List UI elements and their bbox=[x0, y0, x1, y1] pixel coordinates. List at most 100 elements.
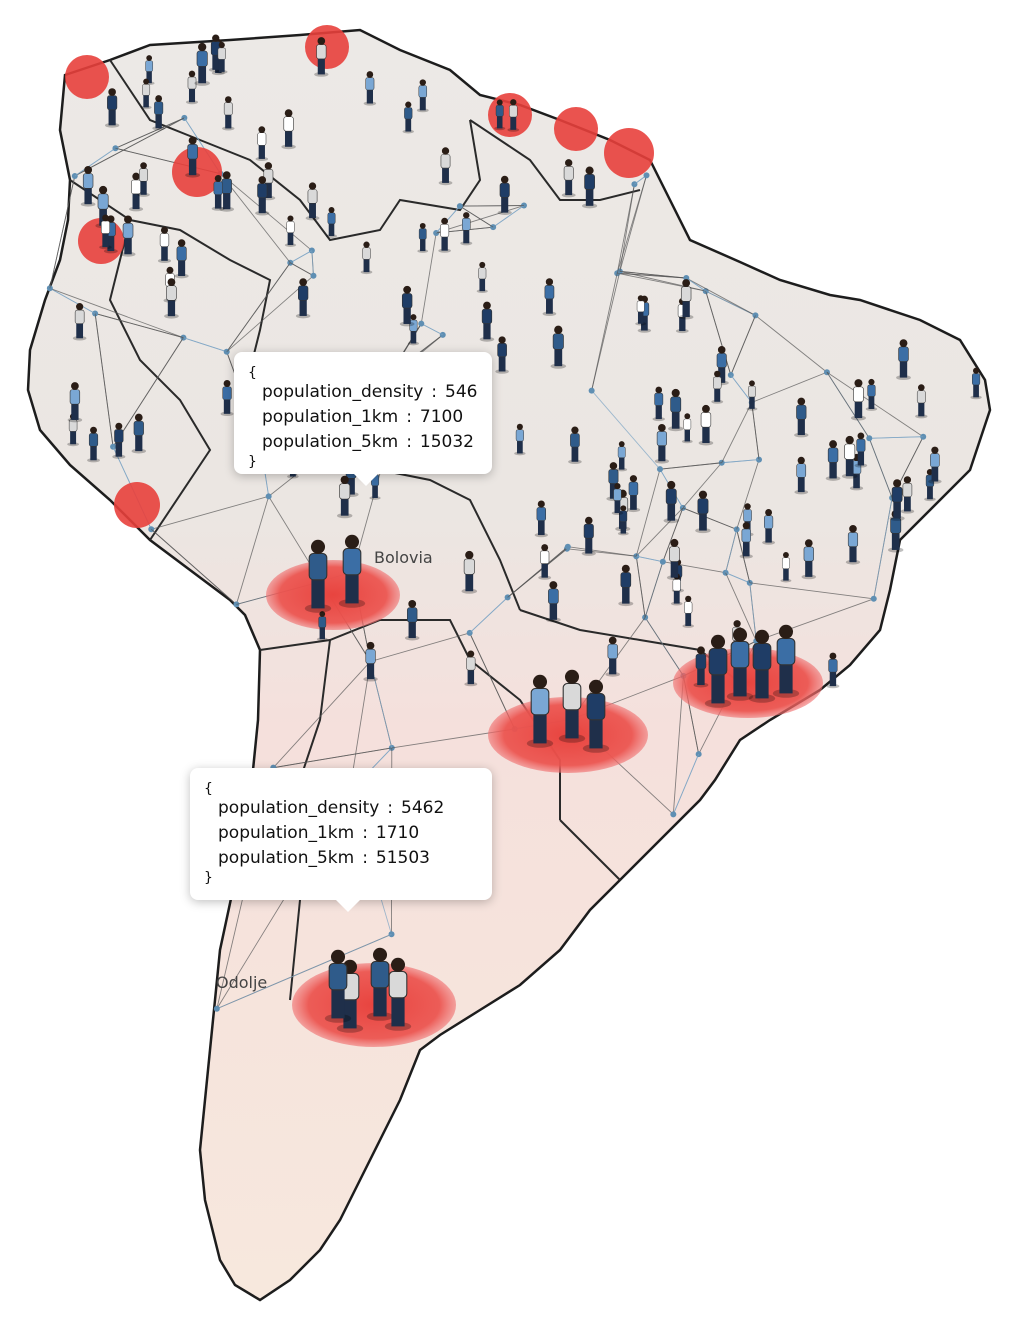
torso bbox=[930, 453, 940, 468]
link bbox=[235, 496, 270, 605]
legs bbox=[658, 444, 666, 462]
shadow bbox=[438, 248, 451, 253]
torso bbox=[497, 343, 507, 358]
shadow bbox=[137, 192, 150, 197]
legs bbox=[637, 310, 644, 324]
head bbox=[717, 346, 726, 354]
legs bbox=[328, 222, 335, 237]
shadow bbox=[681, 439, 693, 444]
head bbox=[868, 378, 875, 386]
node bbox=[213, 1005, 220, 1012]
legs bbox=[115, 441, 123, 457]
head bbox=[849, 525, 857, 533]
legs bbox=[537, 519, 545, 536]
legs bbox=[630, 494, 637, 510]
legs bbox=[684, 428, 691, 442]
head bbox=[483, 301, 491, 310]
head bbox=[931, 446, 939, 454]
person bbox=[794, 456, 809, 495]
link bbox=[662, 507, 684, 562]
torso bbox=[463, 558, 475, 575]
person bbox=[72, 303, 87, 341]
head bbox=[658, 424, 666, 432]
shadow bbox=[582, 744, 610, 753]
torso bbox=[286, 221, 295, 233]
head bbox=[344, 534, 360, 549]
tooltip-row: population_density:5462 bbox=[204, 796, 474, 821]
torso bbox=[82, 173, 94, 189]
head bbox=[742, 522, 750, 530]
shadow bbox=[99, 245, 112, 250]
legs bbox=[918, 401, 925, 417]
torso bbox=[827, 447, 839, 463]
person bbox=[739, 522, 753, 559]
head bbox=[532, 674, 548, 689]
torso bbox=[196, 50, 208, 67]
person bbox=[304, 539, 332, 613]
legs bbox=[679, 316, 686, 332]
person bbox=[211, 174, 225, 211]
link bbox=[826, 372, 870, 439]
torso bbox=[217, 47, 226, 60]
head bbox=[783, 552, 789, 558]
field-value: 546 bbox=[445, 382, 478, 402]
place-label: Odolje bbox=[216, 973, 268, 992]
person bbox=[281, 109, 296, 150]
head bbox=[419, 222, 426, 229]
shadow bbox=[384, 1022, 412, 1031]
legs bbox=[682, 300, 690, 318]
tooltip-row: population_1km:1710 bbox=[204, 821, 474, 846]
person bbox=[746, 380, 758, 411]
legs bbox=[496, 115, 503, 129]
link bbox=[273, 747, 392, 769]
torso bbox=[462, 218, 471, 231]
legs bbox=[893, 500, 901, 519]
legs bbox=[264, 181, 272, 199]
shadow bbox=[970, 395, 982, 400]
link bbox=[721, 402, 753, 463]
legs bbox=[178, 259, 186, 277]
link bbox=[644, 617, 684, 677]
head bbox=[71, 382, 79, 390]
torso bbox=[515, 429, 524, 442]
person bbox=[284, 215, 297, 247]
torso bbox=[536, 507, 547, 521]
torso bbox=[88, 433, 99, 447]
shadow bbox=[545, 617, 561, 623]
node bbox=[659, 558, 666, 565]
legs bbox=[347, 477, 355, 495]
head bbox=[510, 99, 517, 106]
separator: : bbox=[362, 823, 368, 843]
torso bbox=[530, 687, 550, 716]
legs bbox=[132, 192, 140, 210]
head bbox=[319, 611, 326, 617]
person bbox=[854, 432, 868, 468]
head bbox=[926, 468, 934, 476]
shadow bbox=[675, 328, 689, 334]
torso bbox=[339, 483, 351, 500]
torso bbox=[730, 640, 750, 669]
legs bbox=[868, 395, 875, 409]
person bbox=[495, 336, 509, 374]
legs bbox=[218, 58, 225, 72]
legs bbox=[510, 116, 517, 130]
head bbox=[363, 241, 370, 248]
person bbox=[538, 544, 552, 580]
legs bbox=[783, 567, 789, 581]
head bbox=[102, 214, 109, 222]
person bbox=[131, 413, 146, 454]
head bbox=[565, 159, 573, 167]
head bbox=[585, 166, 594, 175]
link bbox=[672, 753, 700, 815]
link bbox=[635, 469, 661, 557]
person bbox=[678, 279, 694, 320]
head bbox=[143, 78, 150, 85]
link bbox=[721, 459, 760, 464]
torso bbox=[509, 104, 518, 118]
legs bbox=[797, 476, 805, 493]
head bbox=[496, 99, 503, 106]
person bbox=[616, 441, 628, 472]
head bbox=[797, 397, 806, 406]
place-label: Bolovia bbox=[374, 548, 433, 567]
